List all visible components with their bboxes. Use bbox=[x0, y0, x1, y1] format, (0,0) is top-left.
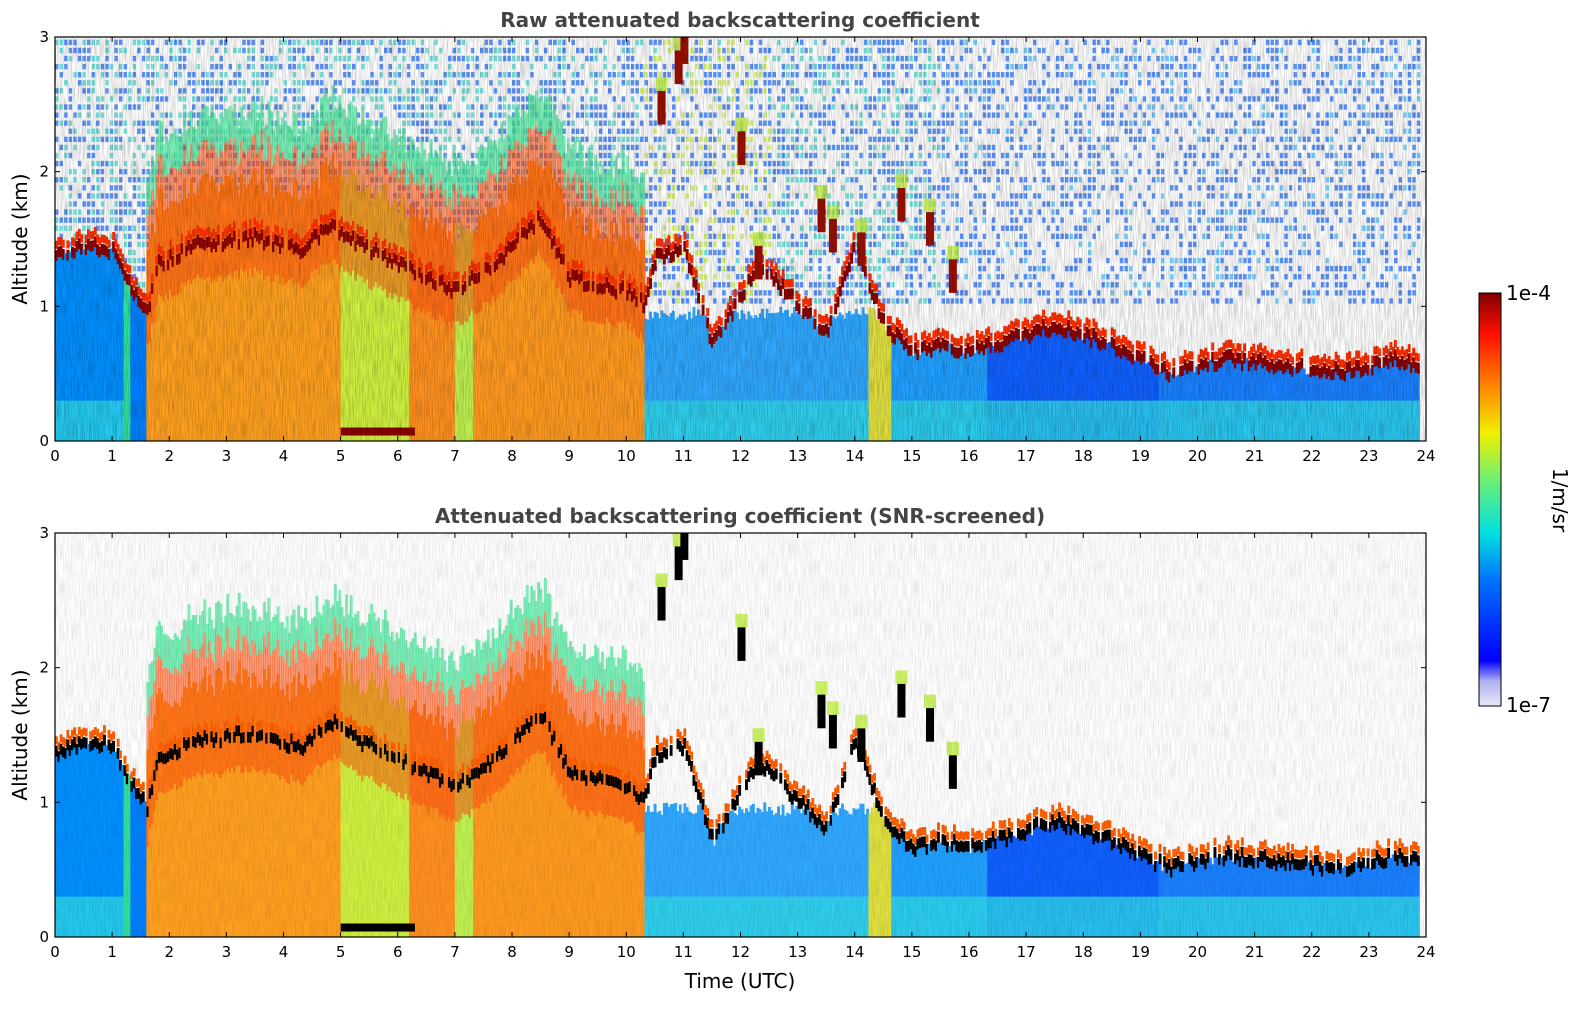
x-tick-label: 14 bbox=[845, 447, 864, 465]
panel-raw-y-ticks: 0 1 2 3 bbox=[39, 28, 1426, 450]
x-tick-label: 15 bbox=[902, 447, 921, 465]
panel-raw-x-ticks: 0 1 2 3 4 5 6 7 8 9 10 11 12 13 14 15 16 17 18 19 20 21 22 23 24 bbox=[50, 37, 1436, 465]
panel-screened-y-ticks: 0 1 2 3 bbox=[39, 524, 1426, 946]
panel-raw-title: Raw attenuated backscattering coefficien… bbox=[500, 8, 980, 32]
x-tick-label: 17 bbox=[1017, 943, 1036, 961]
x-tick-label: 20 bbox=[1188, 447, 1207, 465]
panel-screened-title: Attenuated backscattering coefficient (S… bbox=[435, 504, 1045, 528]
x-tick-label: 21 bbox=[1245, 447, 1264, 465]
x-tick-label: 7 bbox=[450, 943, 460, 961]
y-tick-label: 1 bbox=[39, 793, 49, 811]
colorbar-min-label: 1e-7 bbox=[1506, 693, 1551, 717]
x-tick-label: 9 bbox=[564, 943, 574, 961]
x-tick-label: 20 bbox=[1188, 943, 1207, 961]
x-tick-label: 11 bbox=[674, 943, 693, 961]
x-tick-label: 7 bbox=[450, 447, 460, 465]
x-tick-label: 12 bbox=[731, 943, 750, 961]
x-tick-label: 8 bbox=[507, 447, 517, 465]
x-tick-label: 3 bbox=[222, 447, 232, 465]
x-tick-label: 0 bbox=[50, 447, 60, 465]
y-tick-label: 0 bbox=[39, 928, 49, 946]
colorbar: 1e-4 1e-7 1/m/sr bbox=[1478, 281, 1572, 717]
x-tick-label: 23 bbox=[1359, 447, 1378, 465]
x-tick-label: 9 bbox=[564, 447, 574, 465]
y-tick-label: 2 bbox=[39, 659, 49, 677]
y-tick-label: 3 bbox=[39, 28, 49, 46]
y-tick-label: 3 bbox=[39, 524, 49, 542]
panel-screened: Attenuated backscattering coefficient (S… bbox=[8, 504, 1436, 993]
y-tick-label: 2 bbox=[39, 163, 49, 181]
x-tick-label: 18 bbox=[1074, 943, 1093, 961]
colorbar-max-label: 1e-4 bbox=[1506, 281, 1551, 305]
x-tick-label: 3 bbox=[222, 943, 232, 961]
panel-raw-heatmap bbox=[55, 37, 1426, 441]
x-tick-label: 8 bbox=[507, 943, 517, 961]
panel-screened-heatmap bbox=[55, 533, 1426, 937]
x-tick-label: 24 bbox=[1416, 943, 1435, 961]
panel-screened-ylabel: Altitude (km) bbox=[8, 669, 32, 800]
panel-screened-xlabel: Time (UTC) bbox=[684, 969, 796, 993]
y-tick-label: 1 bbox=[39, 297, 49, 315]
x-tick-label: 13 bbox=[788, 447, 807, 465]
x-tick-label: 16 bbox=[959, 447, 978, 465]
x-tick-label: 4 bbox=[279, 447, 289, 465]
x-tick-label: 22 bbox=[1302, 447, 1321, 465]
x-tick-label: 14 bbox=[845, 943, 864, 961]
x-tick-label: 10 bbox=[617, 943, 636, 961]
x-tick-label: 4 bbox=[279, 943, 289, 961]
x-tick-label: 17 bbox=[1017, 447, 1036, 465]
x-tick-label: 11 bbox=[674, 447, 693, 465]
x-tick-label: 10 bbox=[617, 447, 636, 465]
x-tick-label: 24 bbox=[1416, 447, 1435, 465]
x-tick-label: 5 bbox=[336, 943, 346, 961]
x-tick-label: 15 bbox=[902, 943, 921, 961]
x-tick-label: 1 bbox=[107, 447, 117, 465]
panel-screened-x-ticks: 0 1 2 3 4 5 6 7 8 9 10 11 12 13 14 15 16 17 18 19 20 21 22 23 24 bbox=[50, 533, 1436, 961]
x-tick-label: 21 bbox=[1245, 943, 1264, 961]
x-tick-label: 6 bbox=[393, 447, 403, 465]
x-tick-label: 12 bbox=[731, 447, 750, 465]
panel-raw: Raw attenuated backscattering coefficien… bbox=[8, 8, 1436, 465]
x-tick-label: 2 bbox=[164, 447, 174, 465]
y-tick-label: 0 bbox=[39, 432, 49, 450]
x-tick-label: 6 bbox=[393, 943, 403, 961]
colorbar-gradient bbox=[1478, 292, 1502, 707]
x-tick-label: 22 bbox=[1302, 943, 1321, 961]
x-tick-label: 13 bbox=[788, 943, 807, 961]
x-tick-label: 5 bbox=[336, 447, 346, 465]
colorbar-unit-label: 1/m/sr bbox=[1548, 468, 1572, 533]
panel-raw-ylabel: Altitude (km) bbox=[8, 173, 32, 304]
x-tick-label: 1 bbox=[107, 943, 117, 961]
x-tick-label: 23 bbox=[1359, 943, 1378, 961]
x-tick-label: 2 bbox=[164, 943, 174, 961]
x-tick-label: 0 bbox=[50, 943, 60, 961]
x-tick-label: 19 bbox=[1131, 943, 1150, 961]
x-tick-label: 16 bbox=[959, 943, 978, 961]
x-tick-label: 18 bbox=[1074, 447, 1093, 465]
x-tick-label: 19 bbox=[1131, 447, 1150, 465]
